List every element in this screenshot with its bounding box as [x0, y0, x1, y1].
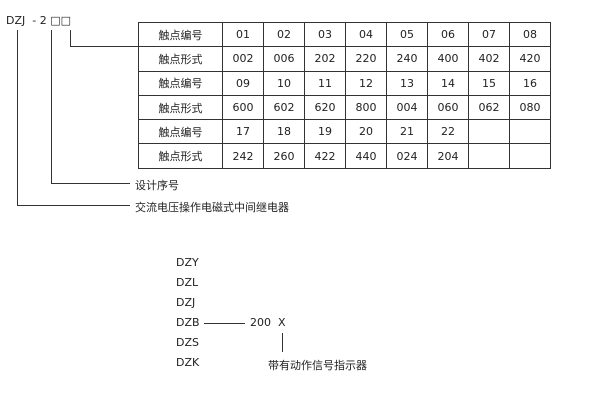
- table-cell: 600: [222, 94, 264, 121]
- table-cell: 12: [345, 70, 387, 96]
- table-cell: 220: [345, 46, 387, 72]
- table-cell: 062: [468, 94, 510, 121]
- row-label: 触点编号: [138, 119, 223, 145]
- model-dash: -: [32, 14, 37, 27]
- series-code: DZJ: [176, 296, 196, 309]
- row-label: 触点形式: [138, 46, 223, 72]
- series-code: DZS: [176, 336, 199, 349]
- table-cell: 800: [345, 94, 387, 121]
- table-cell: 16: [509, 70, 551, 96]
- table-cell: 240: [386, 46, 428, 72]
- indicator-label: 带有动作信号指示器: [268, 359, 367, 372]
- connector-line: [17, 205, 130, 206]
- variant-code: 200: [250, 316, 271, 329]
- table-cell: 060: [427, 94, 469, 121]
- table-cell: 420: [509, 46, 551, 72]
- table-cell: [468, 143, 510, 169]
- table-cell: 18: [263, 119, 305, 145]
- table-cell: 13: [386, 70, 428, 96]
- table-cell: 05: [386, 21, 428, 48]
- contact-table: 触点编号 01 02 03 04 05 06 07 08 触点形式 002 006 202 220 240 4…: [138, 21, 551, 169]
- table-cell: 08: [509, 21, 551, 48]
- table-cell: [468, 119, 510, 145]
- table-row: 触点形式 002 006 202 220 240 400 402 420: [138, 46, 551, 72]
- table-cell: 06: [427, 21, 469, 48]
- model-prefix: DZJ: [6, 14, 26, 27]
- table-row: 触点形式 600 602 620 800 004 060 062 080: [138, 94, 551, 121]
- table-row: 触点编号 09 10 11 12 13 14 15 16: [138, 70, 551, 96]
- table-cell: 20: [345, 119, 387, 145]
- series-code: DZK: [176, 356, 200, 369]
- table-cell: 004: [386, 94, 428, 121]
- table-cell: 04: [345, 21, 387, 48]
- table-cell: 11: [304, 70, 346, 96]
- row-label: 触点形式: [138, 94, 223, 121]
- table-cell: 21: [386, 119, 428, 145]
- row-label: 触点形式: [138, 143, 223, 169]
- table-cell: 202: [304, 46, 346, 72]
- table-cell: 01: [222, 21, 264, 48]
- table-cell: 10: [263, 70, 305, 96]
- table-cell: 03: [304, 21, 346, 48]
- table-row: 触点形式 242 260 422 440 024 204: [138, 143, 551, 169]
- model-boxes: □□: [50, 14, 72, 27]
- table-cell: [509, 143, 551, 169]
- table-cell: [509, 119, 551, 145]
- row-label: 触点编号: [138, 70, 223, 96]
- model-digit: 2: [39, 14, 47, 27]
- table-cell: 024: [386, 143, 428, 169]
- connector-line: [51, 183, 130, 184]
- model-code: DZJ - 2 □□: [6, 14, 71, 27]
- table-cell: 602: [263, 94, 305, 121]
- series-code: DZL: [176, 276, 199, 289]
- connector-line: [70, 46, 138, 47]
- table-cell: 17: [222, 119, 264, 145]
- series-code: DZY: [176, 256, 199, 269]
- series-code: DZB: [176, 316, 200, 329]
- connector-line: [70, 30, 71, 47]
- table-cell: 422: [304, 143, 346, 169]
- table-cell: 02: [263, 21, 305, 48]
- table-cell: 440: [345, 143, 387, 169]
- table-cell: 260: [263, 143, 305, 169]
- table-cell: 620: [304, 94, 346, 121]
- table-cell: 006: [263, 46, 305, 72]
- row-label: 触点编号: [138, 21, 223, 48]
- table-cell: 204: [427, 143, 469, 169]
- table-cell: 002: [222, 46, 264, 72]
- table-cell: 15: [468, 70, 510, 96]
- table-cell: 09: [222, 70, 264, 96]
- table-row: 触点编号 01 02 03 04 05 06 07 08: [138, 21, 551, 48]
- table-cell: 19: [304, 119, 346, 145]
- table-cell: 400: [427, 46, 469, 72]
- table-cell: 080: [509, 94, 551, 121]
- relay-type-label: 交流电压操作电磁式中间继电器: [135, 201, 289, 214]
- table-cell: 14: [427, 70, 469, 96]
- connector-line: [204, 323, 245, 324]
- table-cell: 22: [427, 119, 469, 145]
- table-row: 触点编号 17 18 19 20 21 22: [138, 119, 551, 145]
- connector-line: [17, 30, 18, 206]
- variant-suffix: X: [278, 316, 286, 329]
- design-number-label: 设计序号: [135, 179, 179, 192]
- table-cell: 402: [468, 46, 510, 72]
- connector-line: [282, 333, 283, 352]
- table-cell: 07: [468, 21, 510, 48]
- table-cell: 242: [222, 143, 264, 169]
- connector-line: [51, 30, 52, 184]
